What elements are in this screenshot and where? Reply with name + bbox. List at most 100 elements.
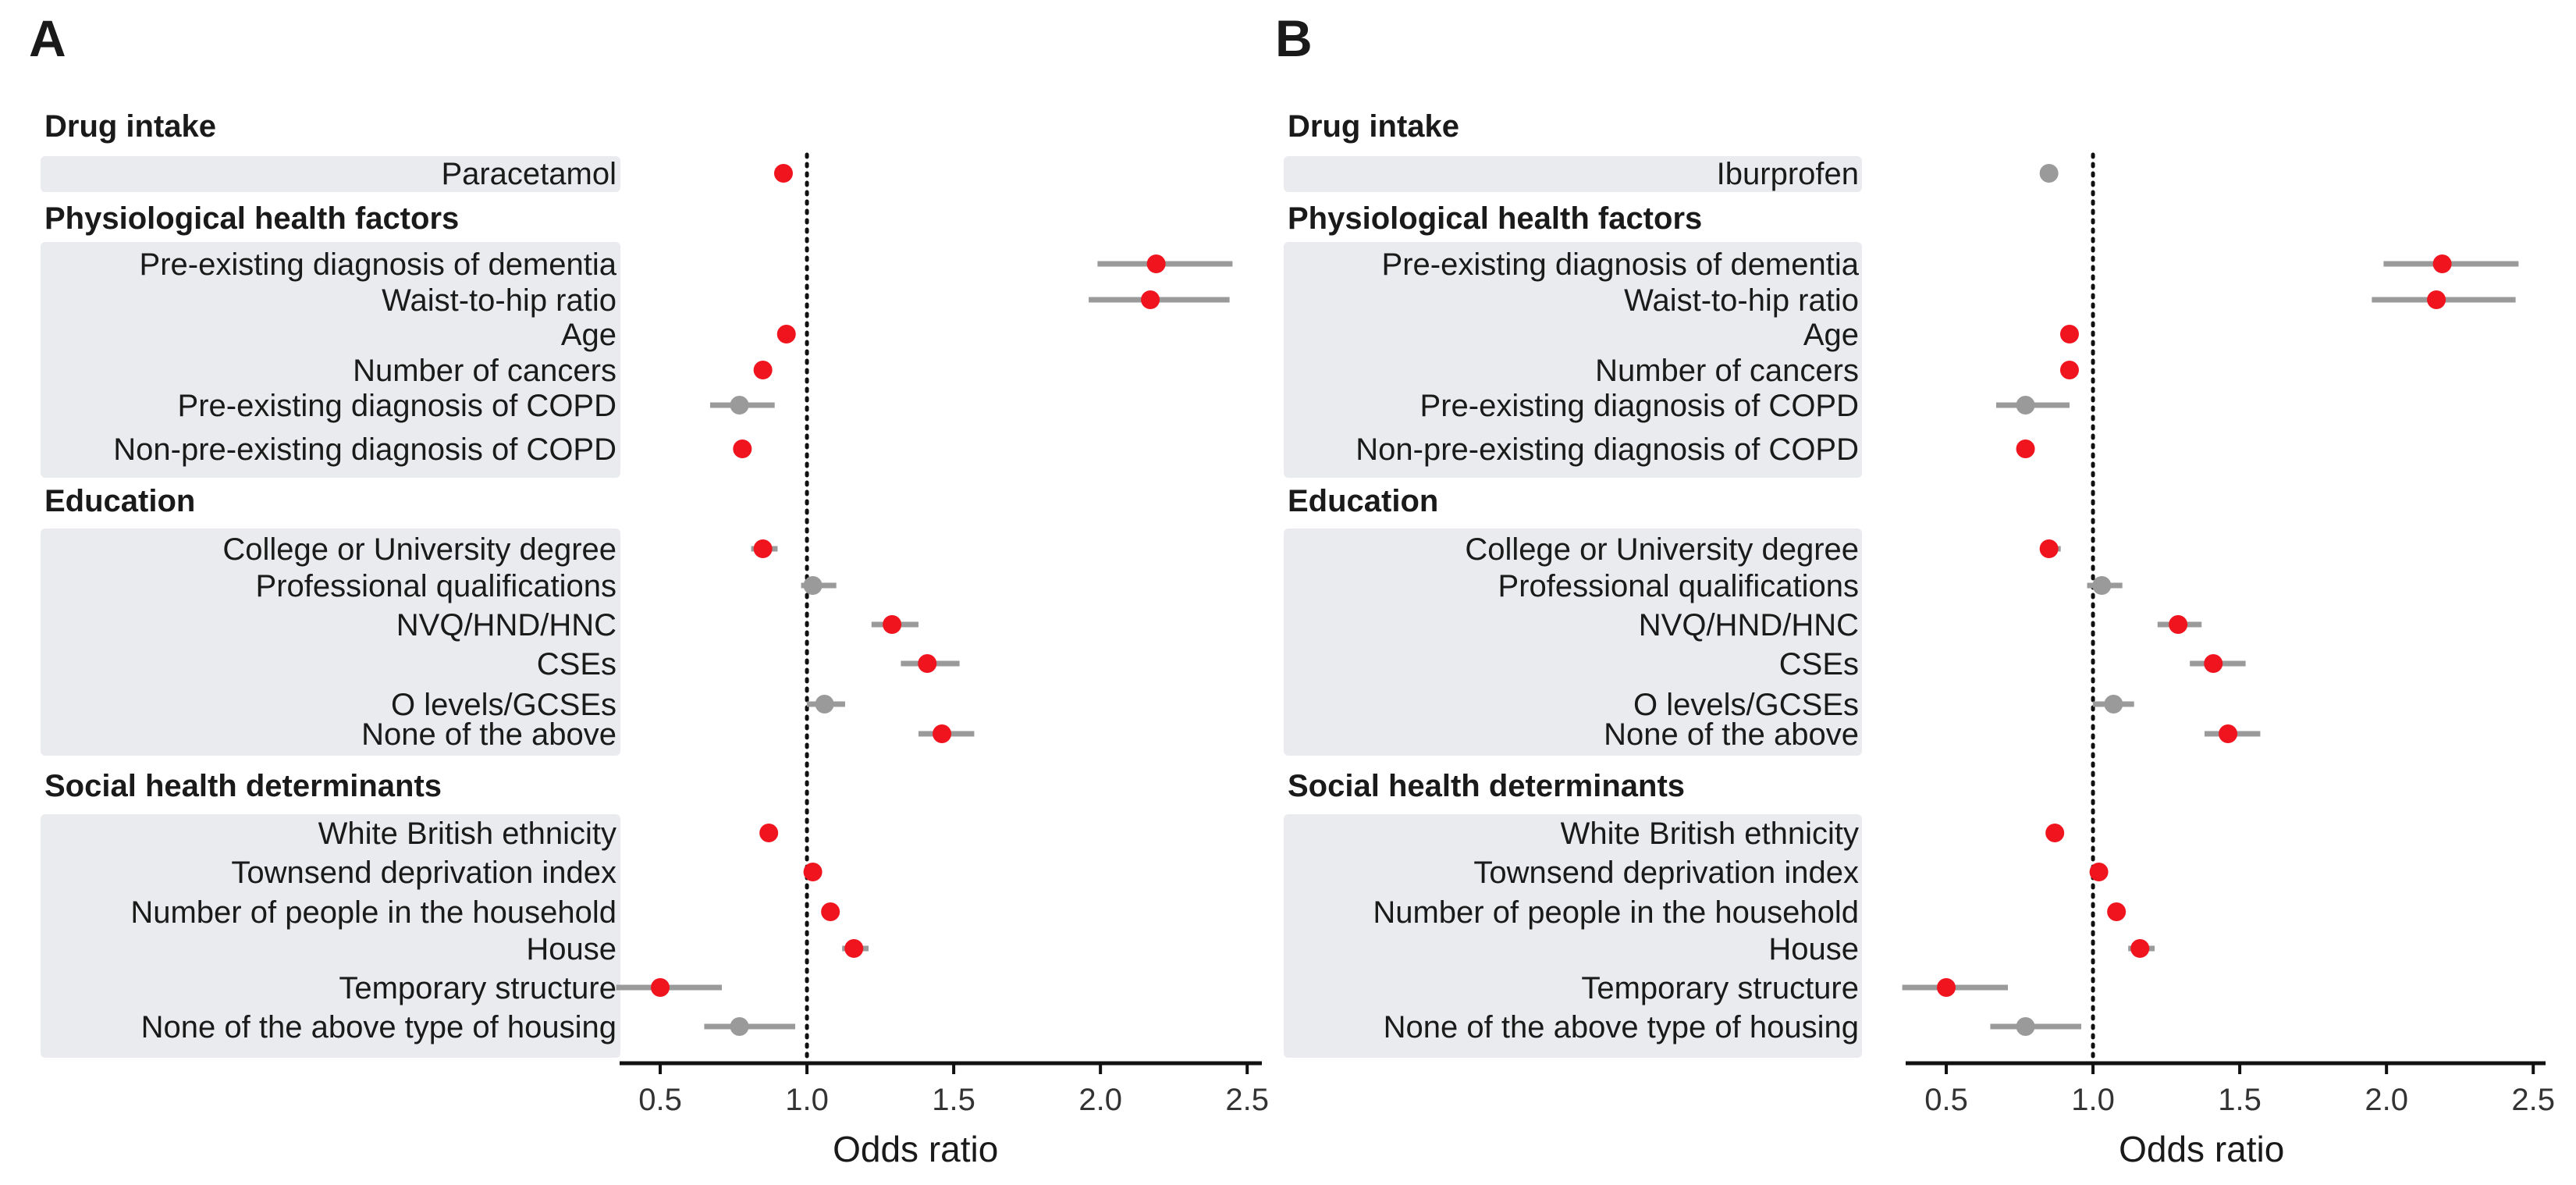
row-label: Pre-existing diagnosis of dementia [1382, 247, 1860, 282]
odds-ratio-point [844, 939, 864, 958]
odds-ratio-point [2016, 439, 2035, 458]
row-label: Pre-existing diagnosis of COPD [178, 389, 616, 423]
odds-ratio-point [883, 615, 902, 634]
panel-letter: A [29, 9, 66, 67]
group-band [1284, 814, 1862, 1058]
odds-ratio-point [2016, 1017, 2035, 1036]
group-title: Education [1288, 484, 1438, 518]
row-label: None of the above type of housing [141, 1010, 616, 1044]
group-band [41, 528, 620, 756]
odds-ratio-point [753, 361, 773, 379]
odds-ratio-point [1146, 254, 1166, 273]
panel-a: A Drug intake Paracetamol Physiological hea… [29, 9, 1269, 1169]
x-tick-label: 1.0 [785, 1083, 829, 1117]
odds-ratio-point [2432, 254, 2452, 273]
row-label: College or University degree [1465, 532, 1859, 567]
odds-ratio-point [2130, 939, 2150, 958]
group-title: Drug intake [44, 109, 216, 144]
x-tick-label: 2.0 [2365, 1083, 2408, 1117]
group-band [1284, 156, 1862, 192]
row-label: Temporary structure [339, 971, 616, 1005]
x-tick-label: 2.5 [1225, 1083, 1269, 1117]
odds-ratio-point [2059, 361, 2079, 379]
group-title: Physiological health factors [1288, 201, 1702, 236]
odds-ratio-point [933, 724, 952, 743]
odds-ratio-point [2204, 654, 2223, 673]
x-tick-label: 2.5 [2511, 1083, 2555, 1117]
row-label: House [526, 932, 616, 966]
row-label: Number of cancers [1595, 354, 1859, 388]
row-label: O levels/GCSEs [1633, 688, 1859, 722]
row-label: White British ethnicity [318, 817, 616, 851]
odds-ratio-point [821, 902, 840, 921]
x-tick-label: 0.5 [638, 1083, 682, 1117]
row-label: Age [1803, 318, 1859, 352]
row-label: Paracetamol [441, 157, 616, 191]
row-label: Waist-to-hip ratio [1624, 283, 1859, 318]
odds-ratio-point [1937, 978, 1956, 997]
panel-letter: B [1275, 9, 1313, 67]
group-band [41, 156, 620, 192]
x-tick-label: 0.5 [1924, 1083, 1968, 1117]
row-label: Pre-existing diagnosis of dementia [140, 247, 617, 282]
row-label: Non-pre-existing diagnosis of COPD [1356, 432, 1859, 467]
row-label: None of the above [1604, 717, 1859, 752]
group-title: Physiological health factors [44, 201, 459, 236]
row-label: None of the above [361, 717, 616, 752]
row-label: Age [561, 318, 616, 352]
odds-ratio-point [776, 325, 796, 343]
row-label: CSEs [537, 647, 616, 681]
odds-ratio-point [2427, 290, 2446, 309]
odds-ratio-point [2059, 325, 2079, 343]
group-band [1284, 242, 1862, 478]
odds-ratio-point [759, 824, 779, 842]
odds-ratio-point [803, 863, 823, 881]
x-tick-label: 1.5 [2218, 1083, 2262, 1117]
row-label: Number of cancers [353, 354, 616, 388]
odds-ratio-point [2016, 396, 2035, 415]
odds-ratio-point [803, 576, 823, 595]
odds-ratio-point [2092, 576, 2112, 595]
odds-ratio-point [2104, 695, 2123, 713]
odds-ratio-point [2219, 724, 2238, 743]
row-label: Pre-existing diagnosis of COPD [1420, 389, 1859, 423]
row-label: House [1768, 932, 1859, 966]
row-label: O levels/GCSEs [391, 688, 616, 722]
row-label: Number of people in the household [1373, 895, 1859, 930]
odds-ratio-point [2039, 164, 2059, 183]
row-label: Waist-to-hip ratio [382, 283, 616, 318]
row-label: Number of people in the household [130, 895, 616, 930]
row-label: Townsend deprivation index [231, 856, 616, 890]
row-label: Professional qualifications [256, 569, 616, 603]
group-title: Drug intake [1288, 109, 1459, 144]
x-axis-title: Odds ratio [2119, 1129, 2284, 1169]
odds-ratio-point [651, 978, 670, 997]
odds-ratio-point [2045, 824, 2065, 842]
row-label: Townsend deprivation index [1473, 856, 1859, 890]
group-title: Social health determinants [1288, 769, 1685, 803]
x-tick-label: 2.0 [1078, 1083, 1122, 1117]
row-label: Professional qualifications [1498, 569, 1859, 603]
odds-ratio-point [2089, 863, 2109, 881]
odds-ratio-point [730, 396, 749, 415]
row-label: CSEs [1779, 647, 1859, 681]
group-title: Social health determinants [44, 769, 442, 803]
x-axis-title: Odds ratio [833, 1129, 998, 1169]
odds-ratio-point [815, 695, 834, 713]
odds-ratio-point [2107, 902, 2127, 921]
odds-ratio-point [753, 539, 773, 558]
odds-ratio-point [1141, 290, 1160, 309]
group-title: Education [44, 484, 195, 518]
odds-ratio-point [918, 654, 937, 673]
row-label: College or University degree [222, 532, 616, 567]
odds-ratio-point [2169, 615, 2188, 634]
row-label: None of the above type of housing [1384, 1010, 1859, 1044]
row-label: White British ethnicity [1561, 817, 1859, 851]
group-band [41, 242, 620, 478]
row-label: NVQ/HND/HNC [396, 608, 616, 642]
x-tick-label: 1.0 [2071, 1083, 2115, 1117]
odds-ratio-point [2039, 539, 2059, 558]
panel-b: B Drug intake Iburprofen Physiological heal… [1275, 9, 2555, 1169]
row-label: NVQ/HND/HNC [1639, 608, 1859, 642]
